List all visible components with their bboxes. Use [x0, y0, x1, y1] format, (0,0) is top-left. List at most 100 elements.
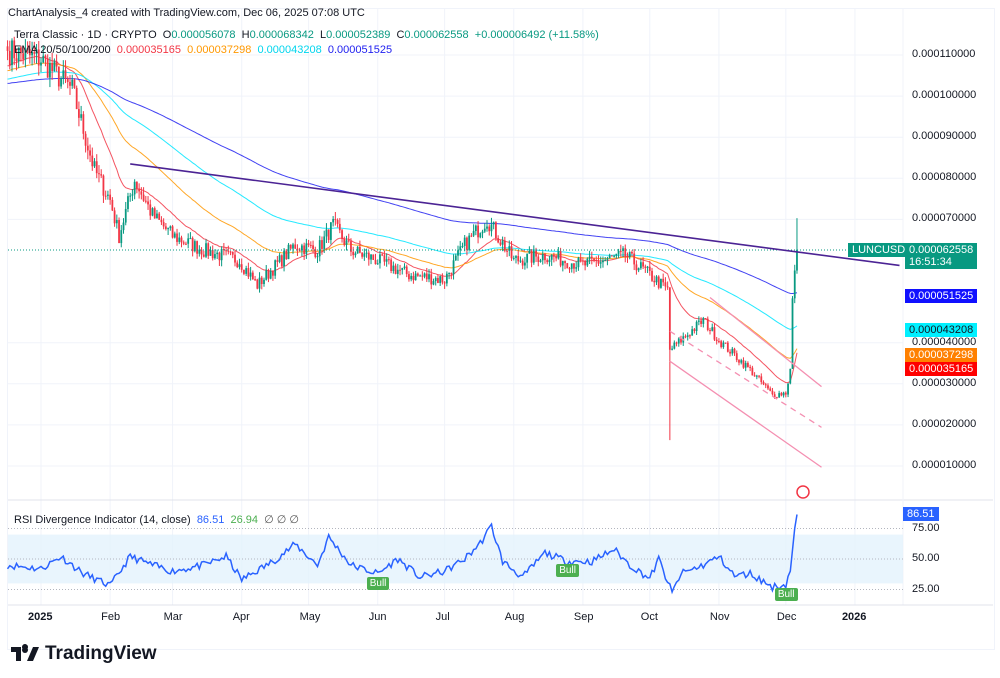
candle-body — [787, 383, 789, 395]
candle-body — [546, 260, 549, 263]
candle-body — [419, 275, 421, 277]
candle-body — [655, 276, 658, 283]
candle-body — [684, 336, 687, 338]
candle-body — [617, 250, 620, 254]
candle-body — [590, 256, 593, 259]
candle-body — [338, 223, 341, 231]
ema-label: EMA 20/50/100/200 — [14, 44, 111, 56]
rsi-tick: 50.00 — [912, 552, 940, 564]
candle-body — [432, 281, 435, 285]
candle-body — [755, 375, 758, 377]
candle-body — [169, 226, 172, 229]
candle-body — [80, 114, 83, 118]
candle-body — [276, 260, 279, 262]
tradingview-logo[interactable]: TradingView — [10, 643, 157, 665]
candle-body — [771, 390, 774, 395]
candle-body — [749, 366, 752, 368]
candle-body — [189, 238, 192, 240]
candle-body — [138, 188, 141, 192]
trendline-channel-dashed — [669, 330, 822, 428]
candle-body — [316, 256, 319, 258]
candle-body — [575, 267, 578, 269]
candle-body — [608, 255, 611, 259]
candle-body — [135, 181, 138, 189]
candle-body — [387, 259, 390, 261]
price-tick: 0.000020000 — [912, 417, 977, 430]
rsi-line — [6, 514, 798, 595]
candle-body — [347, 240, 350, 242]
candle-body — [147, 201, 149, 205]
candle-body — [13, 40, 16, 59]
candle-body — [564, 261, 566, 264]
candle-body — [234, 254, 236, 263]
candle-body — [503, 240, 506, 251]
candle-body — [445, 273, 448, 284]
candle-body — [718, 341, 720, 343]
candle-body — [394, 265, 397, 274]
candle-body — [211, 250, 214, 259]
candle-body — [430, 274, 433, 285]
candle-body — [481, 231, 484, 234]
candle-body — [191, 238, 194, 252]
trendline-channel-solid — [669, 360, 822, 468]
price-tick: 0.000030000 — [912, 376, 977, 389]
candle-body — [726, 342, 729, 352]
candle-body — [71, 79, 74, 86]
candle-body — [448, 273, 450, 275]
candle-body — [729, 351, 731, 354]
rsi-value: 86.51 — [196, 514, 225, 526]
candle-body — [450, 273, 453, 275]
candle-body — [784, 392, 787, 395]
candle-body — [423, 273, 426, 277]
candle-body — [662, 278, 665, 283]
close-value: 0.000062558 — [404, 29, 469, 41]
candle-body — [247, 268, 250, 277]
candle-body — [167, 228, 170, 230]
candle-body — [633, 253, 636, 265]
candle-body — [365, 252, 368, 254]
candle-body — [115, 220, 118, 224]
candle-body — [461, 245, 464, 247]
candle-body — [350, 241, 352, 252]
candle-body — [769, 388, 772, 391]
candle-body — [385, 259, 388, 262]
ema-legend: EMA 20/50/100/200 0.000035165 0.00003729… — [14, 44, 392, 56]
candle-body — [330, 222, 332, 240]
candle-body — [521, 260, 524, 266]
candle-body — [537, 256, 540, 262]
candle-body — [767, 385, 769, 389]
candle-body — [254, 279, 256, 281]
candle-body — [122, 222, 125, 231]
candle-body — [637, 268, 640, 271]
candle-body — [711, 327, 714, 331]
candle-body — [40, 62, 42, 66]
candle-body — [544, 253, 546, 261]
candle-body — [133, 181, 136, 195]
candle-body — [586, 258, 589, 266]
candle-body — [526, 253, 529, 263]
candle-body — [283, 250, 285, 267]
candle-body — [289, 244, 292, 249]
candle-body — [26, 48, 29, 50]
candle-body — [200, 249, 203, 255]
candle-body — [486, 226, 488, 229]
candle-body — [187, 238, 190, 244]
candle-body — [113, 210, 116, 224]
candle-body — [697, 320, 700, 322]
candle-body — [325, 229, 328, 237]
candle-body — [635, 264, 638, 271]
ema20-tag: 0.000035165 — [905, 362, 978, 376]
candle-body — [278, 255, 281, 262]
candle-body — [202, 254, 205, 257]
candle-body — [361, 252, 364, 257]
candle-body — [782, 392, 785, 396]
candle-body — [95, 161, 98, 174]
candle-body — [374, 259, 377, 265]
candle-body — [89, 150, 91, 156]
candle-body — [341, 230, 343, 239]
candle-body — [379, 254, 381, 264]
candle-body — [722, 342, 725, 348]
candle-body — [439, 276, 442, 283]
candle-body — [405, 266, 408, 275]
